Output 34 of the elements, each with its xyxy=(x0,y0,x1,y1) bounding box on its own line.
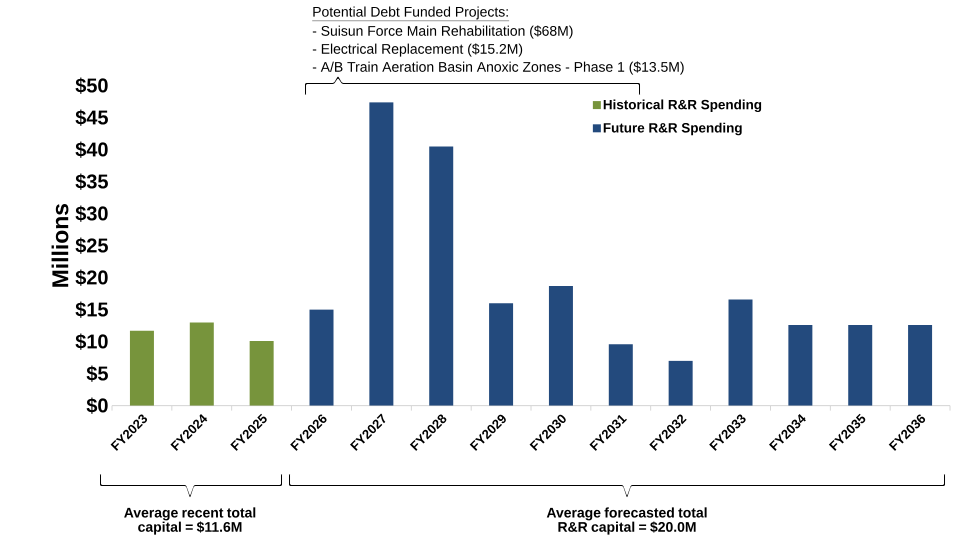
y-tick-label: $0 xyxy=(86,398,108,414)
y-tick-label: $10 xyxy=(76,334,108,350)
bar xyxy=(908,325,932,406)
bar xyxy=(608,344,633,406)
y-tick-label: $15 xyxy=(76,302,108,318)
y-tick-label: $35 xyxy=(76,174,108,190)
bar xyxy=(369,102,394,406)
text: - Electrical Replacement ($15.2M) xyxy=(312,43,522,57)
bar xyxy=(429,146,454,406)
bar xyxy=(668,360,693,406)
text: - A/B Train Aeration Basin Anoxic Zones - Phase 1 ($13.5M) xyxy=(312,61,684,75)
y-tick-label: $40 xyxy=(76,142,108,158)
y-axis-title: Millions xyxy=(52,204,68,287)
legend-label: Historical R&R Spending xyxy=(604,99,762,112)
y-tick-label: $20 xyxy=(76,270,108,286)
text: Average recent total capital = $11.6M xyxy=(124,507,256,535)
y-tick-label: $50 xyxy=(76,78,108,94)
y-tick-label: $45 xyxy=(76,110,108,126)
text: Average forecasted total R&R capital = $20.0M xyxy=(546,507,707,535)
bar xyxy=(190,322,214,406)
bar xyxy=(848,325,872,406)
bar xyxy=(548,286,573,406)
y-tick-label: $25 xyxy=(76,238,108,254)
bar xyxy=(130,330,154,406)
legend-label: Future R&R Spending xyxy=(604,122,742,136)
bar xyxy=(788,325,812,406)
bar xyxy=(728,299,753,406)
y-tick-label: $30 xyxy=(76,206,108,222)
bar xyxy=(489,303,514,406)
text: Potential Debt Funded Projects: xyxy=(313,6,508,20)
y-tick-label: $5 xyxy=(86,366,108,382)
bar xyxy=(250,341,274,406)
bar xyxy=(310,310,334,406)
text: - Suisun Force Main Rehabilitation ($68M) xyxy=(312,25,573,39)
